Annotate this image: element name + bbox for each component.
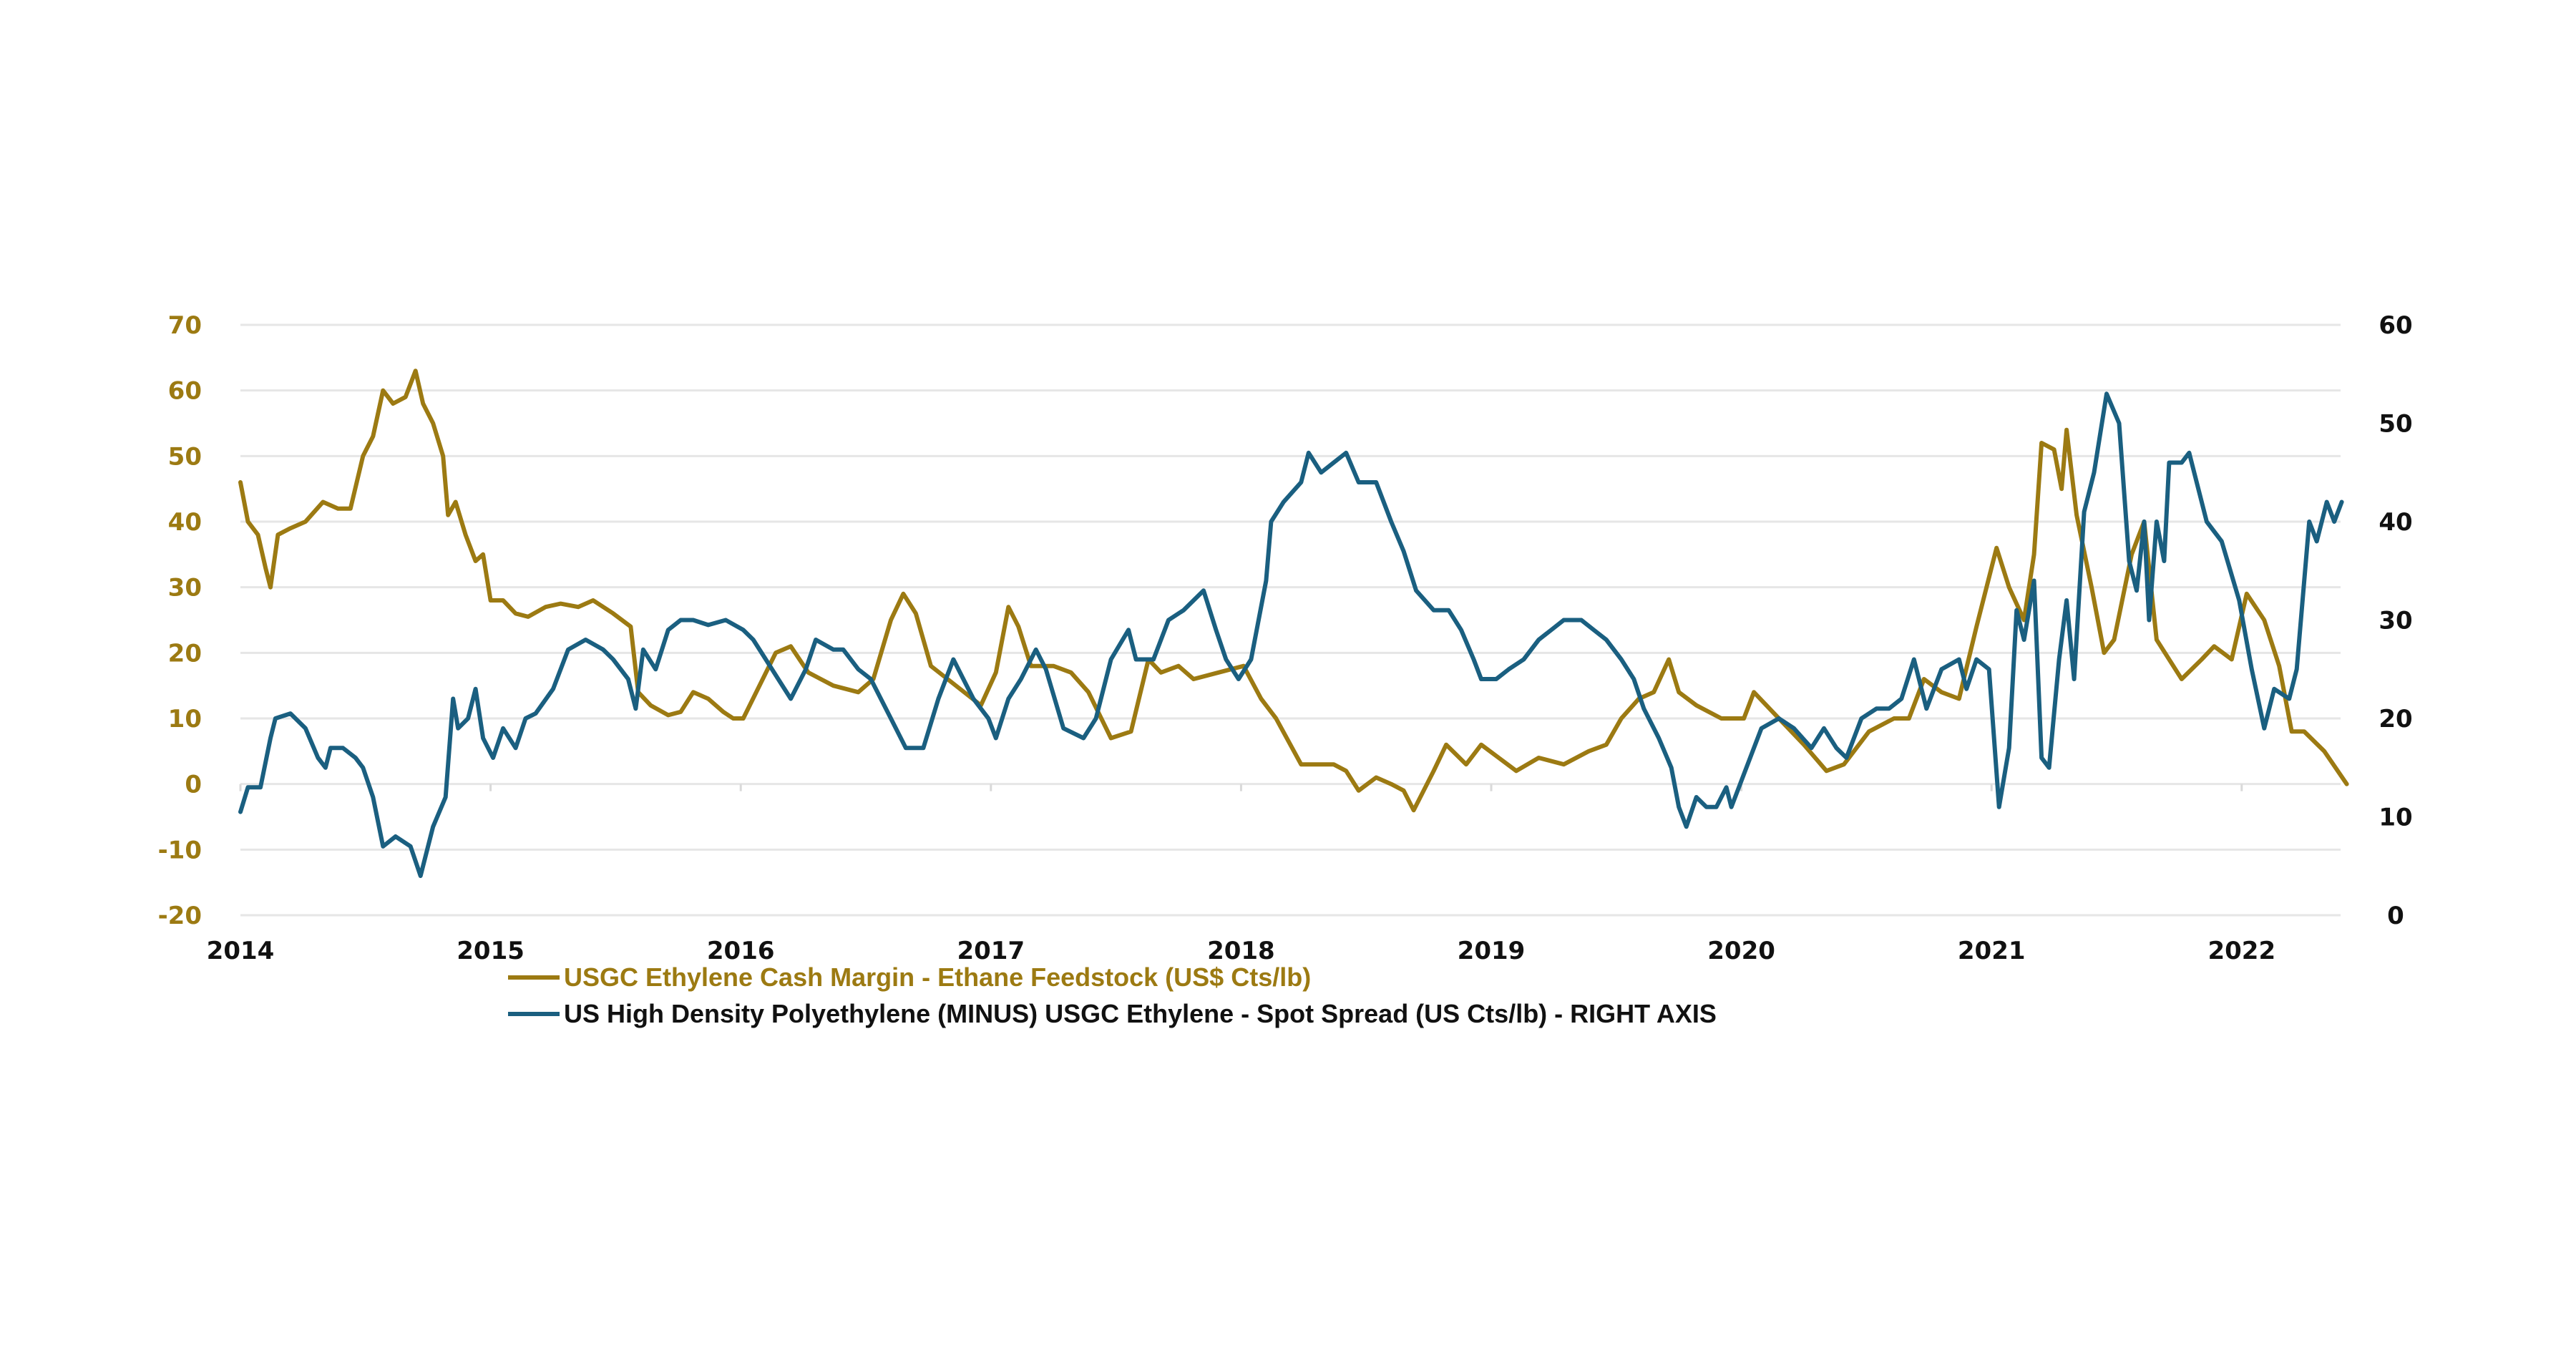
left-axis-tick-label: 40 <box>168 508 202 537</box>
legend-swatch-series-2 <box>508 1012 560 1016</box>
x-axis-tick-label: 2017 <box>957 937 1025 965</box>
left-axis-tick-label: 10 <box>168 705 202 733</box>
x-axis-tick-label: 2020 <box>1707 937 1775 965</box>
legend-item-series-1: USGC Ethylene Cash Margin - Ethane Feeds… <box>508 962 1311 993</box>
x-axis-tick-label: 2016 <box>707 937 775 965</box>
left-axis-tick-label: -20 <box>158 902 202 930</box>
right-axis-tick-label: 50 <box>2379 410 2412 439</box>
x-axis-tick-label: 2014 <box>207 937 275 965</box>
legend-swatch-series-1 <box>508 975 560 980</box>
x-axis-tick-label: 2018 <box>1207 937 1275 965</box>
right-axis-tick-label: 30 <box>2379 607 2412 635</box>
right-axis-tick-label: 60 <box>2379 311 2412 340</box>
left-axis-tick-label: 0 <box>185 771 202 799</box>
left-axis-tick-label: -10 <box>158 836 202 864</box>
legend-label-series-1: USGC Ethylene Cash Margin - Ethane Feeds… <box>564 962 1312 992</box>
series-line-2 <box>238 391 2344 878</box>
left-axis-tick-label: 60 <box>168 377 202 406</box>
x-axis-tick-label: 2021 <box>1958 937 2026 965</box>
left-axis-ticks: 70 60 50 40 30 20 10 0 -10 -20 <box>158 311 202 930</box>
series-lines <box>238 369 2349 878</box>
x-axis-tick-label: 2019 <box>1458 937 1526 965</box>
x-axis-tick-label: 2015 <box>457 937 525 965</box>
right-axis-tick-label: 40 <box>2379 508 2412 537</box>
left-axis-tick-label: 30 <box>168 574 202 603</box>
series-line-1 <box>238 369 2349 813</box>
x-axis-tick-label: 2022 <box>2207 937 2275 965</box>
right-axis-tick-label: 10 <box>2379 804 2412 832</box>
x-axis-ticks: 2014 2015 2016 2017 2018 2019 2020 2021 2022 <box>207 784 2275 965</box>
legend-label-series-2: US High Density Polyethylene (MINUS) USG… <box>564 999 1717 1028</box>
left-axis-tick-label: 50 <box>168 442 202 471</box>
right-axis-tick-label: 0 <box>2387 902 2404 930</box>
gridlines <box>240 323 2341 917</box>
legend-item-series-2: US High Density Polyethylene (MINUS) USG… <box>508 999 1717 1029</box>
left-axis-tick-label: 20 <box>168 639 202 668</box>
right-axis-tick-label: 20 <box>2379 705 2412 733</box>
right-axis-ticks: 60 50 40 30 20 10 0 <box>2379 311 2412 930</box>
left-axis-tick-label: 70 <box>168 311 202 340</box>
